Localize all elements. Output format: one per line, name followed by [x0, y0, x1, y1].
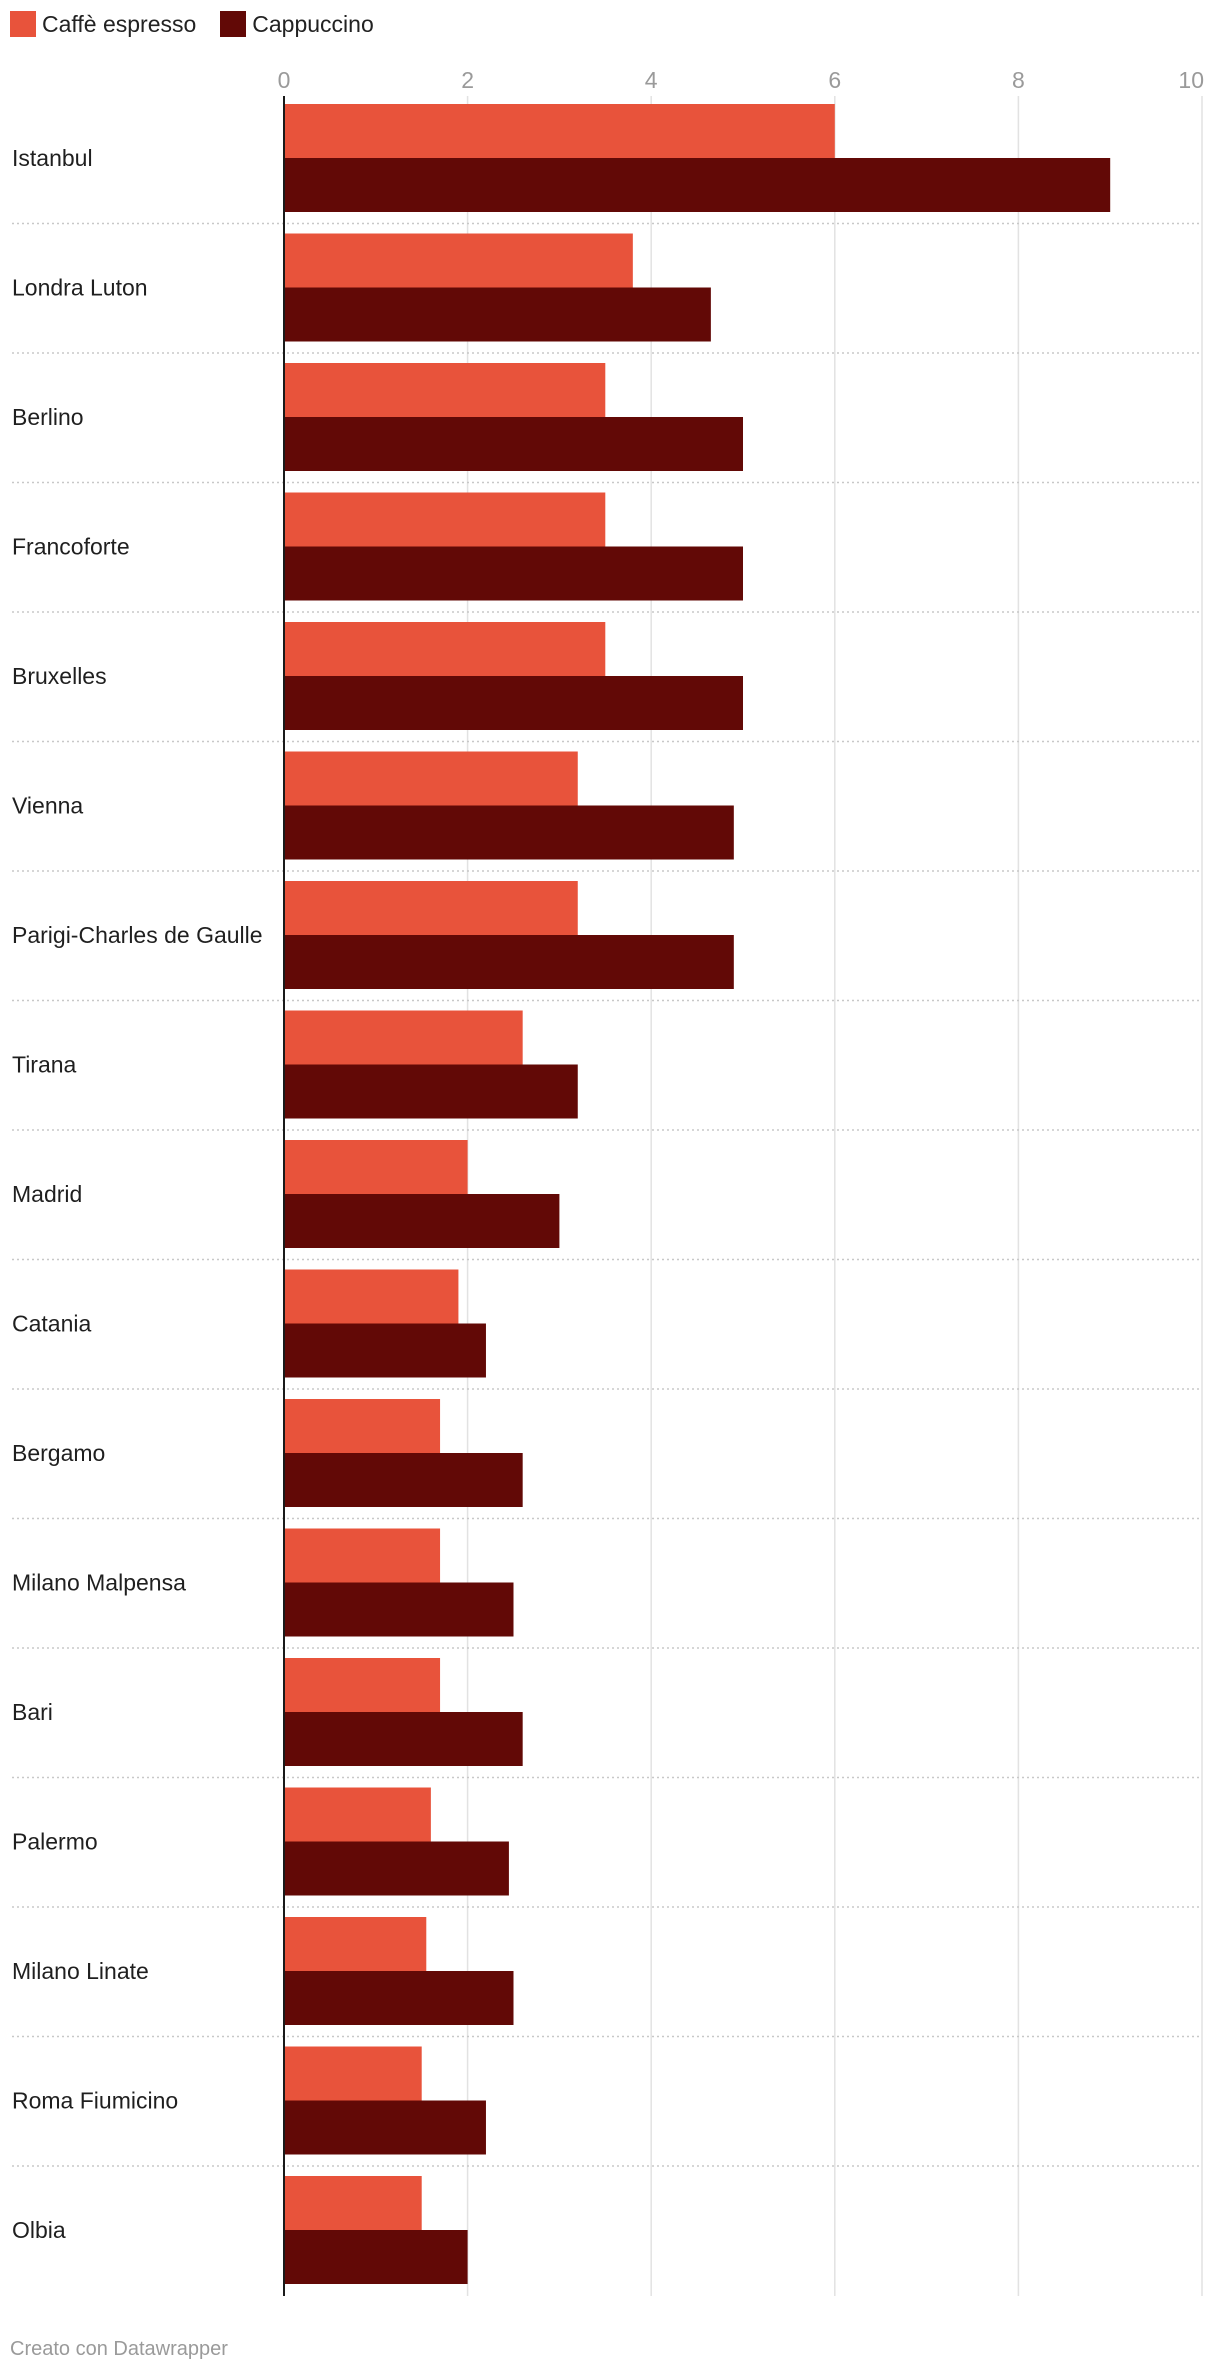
legend-label-espresso: Caffè espresso [42, 11, 197, 37]
category-label: Berlino [12, 404, 84, 430]
bar-cappuccino [284, 287, 711, 342]
category-label: Parigi-Charles de Gaulle [12, 922, 263, 948]
category-label: Olbia [12, 2217, 66, 2243]
bar-espresso [284, 104, 835, 158]
chart-credit: Creato con Datawrapper [10, 2338, 228, 2360]
bar-cappuccino [284, 2100, 486, 2155]
bar-cappuccino [284, 805, 734, 860]
bar-cappuccino [284, 158, 1111, 212]
bar-espresso [284, 1010, 523, 1065]
legend-swatch-espresso [10, 11, 36, 37]
category-label: Roma Fiumicino [12, 2088, 178, 2114]
bar-espresso [284, 1399, 441, 1453]
category-label: Bruxelles [12, 663, 107, 689]
category-label: Istanbul [12, 145, 93, 171]
bar-espresso [284, 1658, 441, 1712]
category-label: Madrid [12, 1181, 82, 1207]
legend-item-cappuccino: Cappuccino [220, 10, 374, 38]
category-label: Milano Linate [12, 1958, 149, 1984]
bar-cappuccino [284, 1582, 514, 1637]
chart-legend: Caffè espresso Cappuccino [10, 10, 374, 38]
x-tick-label: 10 [1178, 67, 1204, 93]
bar-espresso [284, 1140, 468, 1194]
category-label: Milano Malpensa [12, 1570, 186, 1596]
bar-cappuccino [284, 1971, 514, 2025]
bar-espresso [284, 2046, 422, 2101]
bar-espresso [284, 233, 633, 288]
category-label: Francoforte [12, 534, 130, 560]
bar-espresso [284, 1787, 431, 1842]
category-label: Vienna [12, 793, 83, 819]
bar-cappuccino [284, 1712, 523, 1766]
x-tick-label: 8 [1012, 67, 1025, 93]
bar-cappuccino [284, 1194, 560, 1248]
bar-cappuccino [284, 1323, 486, 1378]
legend-swatch-cappuccino [220, 11, 247, 37]
category-label: Londra Luton [12, 275, 148, 301]
bar-cappuccino [284, 935, 734, 989]
category-label: Bari [12, 1699, 53, 1725]
bar-espresso [284, 492, 606, 547]
bar-espresso [284, 363, 606, 417]
bar-cappuccino [284, 2230, 468, 2284]
x-tick-label: 4 [645, 67, 658, 93]
bar-cappuccino [284, 1064, 578, 1119]
legend-item-espresso: Caffè espresso [10, 10, 196, 38]
bar-espresso [284, 2176, 422, 2230]
bar-cappuccino [284, 676, 743, 730]
bar-espresso [284, 1528, 441, 1583]
bar-espresso [284, 881, 578, 935]
bar-espresso [284, 622, 606, 676]
x-tick-label: 0 [278, 67, 291, 93]
category-label: Palermo [12, 1829, 98, 1855]
x-tick-label: 6 [828, 67, 841, 93]
legend-label-cappuccino: Cappuccino [252, 11, 374, 37]
category-label: Bergamo [12, 1440, 105, 1466]
bar-cappuccino [284, 417, 743, 471]
bar-cappuccino [284, 1841, 509, 1896]
bar-espresso [284, 1917, 427, 1971]
bar-espresso [284, 1269, 459, 1324]
x-tick-label: 2 [461, 67, 474, 93]
category-label: Tirana [12, 1052, 77, 1078]
bar-cappuccino [284, 1453, 523, 1507]
bar-cappuccino [284, 546, 743, 601]
bar-espresso [284, 751, 578, 806]
category-label: Catania [12, 1311, 91, 1337]
